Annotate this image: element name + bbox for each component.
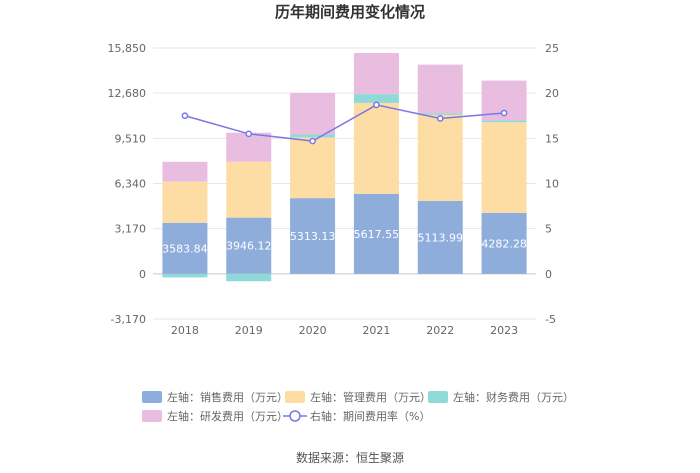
bar-segment — [226, 273, 272, 282]
x-tick-label: 2021 — [362, 324, 390, 337]
bar-segment — [290, 92, 336, 135]
bar-value-label: 3583.84 — [162, 242, 208, 255]
bar-segment — [162, 273, 208, 278]
legend: 左轴：销售费用（万元） 左轴：管理费用（万元） 左轴：财务费用（万元） 左轴：研发费用… — [142, 390, 574, 423]
bar-value-label: 5313.13 — [290, 230, 336, 243]
legend-swatch-marker — [289, 410, 301, 422]
x-tick-label: 2018 — [171, 324, 199, 337]
x-tick-label: 2019 — [235, 324, 263, 337]
left-tick-label: 3,170 — [115, 223, 147, 236]
legend-swatch — [285, 391, 305, 403]
left-tick-label: 9,510 — [115, 132, 147, 145]
right-tick-label: 25 — [545, 42, 559, 55]
bar-segment — [353, 193, 399, 274]
legend-label: 左轴：销售费用（万元） — [167, 390, 288, 404]
legend-label: 左轴：研发费用（万元） — [167, 409, 288, 423]
right-tick-label: -5 — [545, 313, 556, 326]
source-text: 数据来源：恒生聚源 — [296, 450, 404, 465]
x-axis-ticks: 2018 2019 2020 2021 2022 2023 — [171, 324, 518, 337]
left-tick-label: 12,680 — [108, 87, 147, 100]
bar-segment — [162, 181, 208, 223]
legend-swatch — [428, 391, 448, 403]
rate-point — [245, 130, 253, 138]
chart-title: 历年期间费用变化情况 — [275, 3, 425, 21]
bar-segment — [353, 94, 399, 103]
bar-segment — [290, 134, 336, 138]
bar-labels: 3583.84 3946.12 5313.13 5617.55 5113.99 4282.… — [162, 228, 527, 255]
bar-segment — [162, 161, 208, 182]
bar-segment — [290, 198, 336, 274]
bar-segment — [226, 161, 272, 218]
bar-segment — [353, 102, 399, 194]
bar-segment — [226, 217, 272, 274]
right-tick-label: 20 — [545, 87, 559, 100]
bar-segment — [417, 64, 463, 114]
bar-value-label: 5113.99 — [418, 231, 464, 244]
bar-segment — [481, 122, 527, 213]
bar-segment — [481, 212, 527, 274]
bar-segment — [417, 200, 463, 274]
bar-value-label: 4282.28 — [481, 237, 527, 250]
right-tick-label: 5 — [545, 223, 552, 236]
bar-segment — [417, 113, 463, 115]
grid-lines — [153, 47, 536, 320]
rate-point — [500, 109, 508, 117]
rate-line — [181, 101, 508, 145]
bar-segment — [226, 132, 272, 162]
left-axis-ticks: 15,850 12,680 9,510 6,340 3,170 0 -3,170 — [108, 42, 147, 326]
legend-swatch — [142, 410, 162, 422]
left-tick-label: -3,170 — [111, 313, 146, 326]
right-tick-label: 10 — [545, 178, 559, 191]
rate-point — [373, 101, 380, 109]
rate-point — [309, 137, 316, 145]
rate-point — [181, 112, 189, 120]
rate-point — [436, 115, 444, 122]
right-tick-label: 0 — [545, 268, 552, 281]
legend-label: 左轴：管理费用（万元） — [310, 390, 431, 404]
bar-value-label: 3946.12 — [226, 240, 272, 253]
bar-segment — [353, 53, 399, 95]
rate-line-path — [184, 104, 505, 142]
bar-segment — [417, 114, 463, 201]
bars — [162, 53, 527, 282]
legend-label: 右轴：期间费用率（%） — [310, 409, 430, 423]
legend-swatch — [142, 391, 162, 403]
left-tick-label: 6,340 — [115, 178, 147, 191]
x-tick-label: 2020 — [299, 324, 327, 337]
left-tick-label: 15,850 — [108, 42, 147, 55]
bar-segment — [481, 120, 527, 123]
left-tick-label: 0 — [139, 268, 146, 281]
right-tick-label: 15 — [545, 132, 559, 145]
bar-segment — [290, 137, 336, 199]
bar-value-label: 5617.55 — [354, 228, 400, 241]
right-axis-ticks: 25 20 15 10 5 0 -5 — [545, 42, 559, 326]
bar-segment — [162, 222, 208, 274]
legend-label: 左轴：财务费用（万元） — [453, 390, 574, 404]
x-tick-label: 2022 — [426, 324, 454, 337]
x-tick-label: 2023 — [490, 324, 518, 337]
